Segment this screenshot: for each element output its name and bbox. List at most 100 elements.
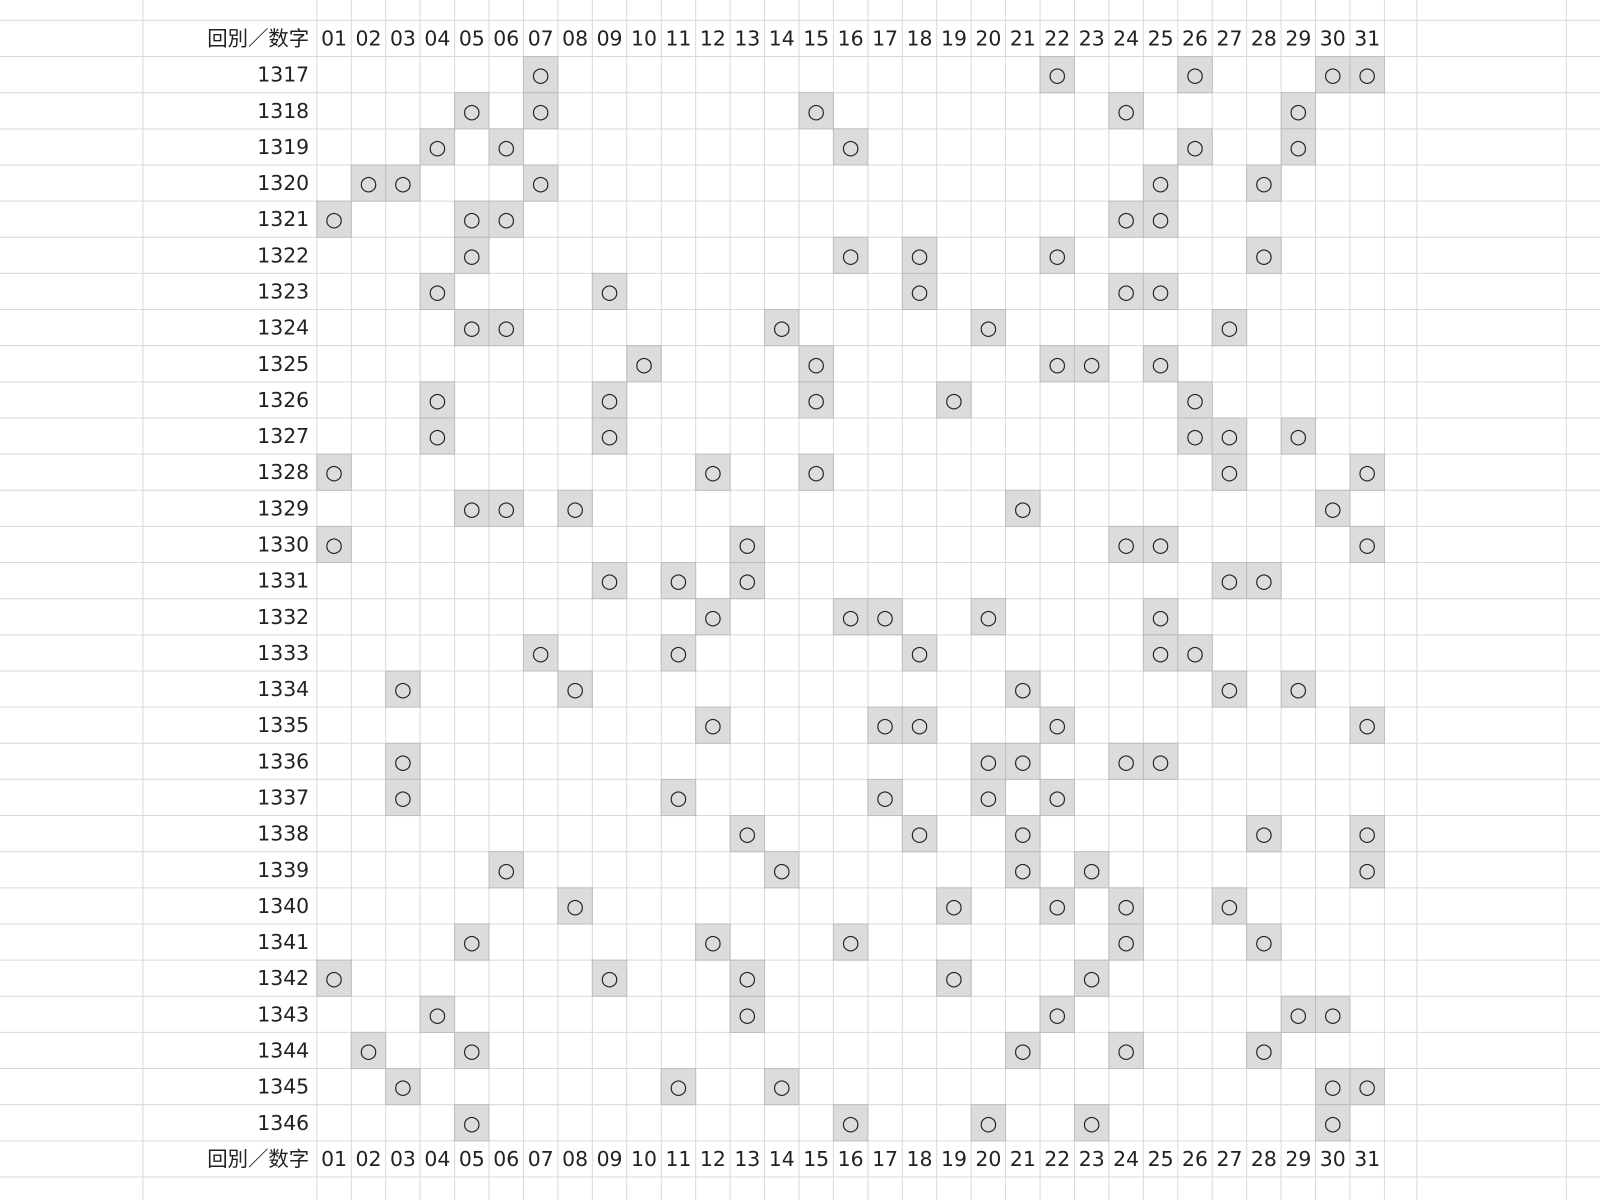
row-label: 1326 xyxy=(257,388,309,412)
marked-cell xyxy=(454,1031,490,1070)
row-label: 1346 xyxy=(257,1111,309,1135)
marked-cell xyxy=(316,200,352,238)
column-label: 16 xyxy=(838,1147,864,1171)
mark: ○ xyxy=(601,966,619,990)
row-label: 1329 xyxy=(257,496,309,520)
marked-cell xyxy=(591,959,628,997)
marked-cell xyxy=(970,309,1007,347)
marked-cell xyxy=(1177,56,1213,94)
table-row: 1327 ○ ○ ○ ○ ○ xyxy=(257,417,1317,455)
column-label: 06 xyxy=(493,26,519,50)
marked-cell xyxy=(660,778,697,817)
mark: ○ xyxy=(1048,894,1066,918)
marked-cell xyxy=(970,778,1007,817)
mark: ○ xyxy=(842,243,860,267)
row-label: 1328 xyxy=(257,460,309,484)
marked-cell xyxy=(316,525,352,564)
row-label: 1325 xyxy=(257,352,309,376)
mark: ○ xyxy=(601,424,619,448)
row-label: 1327 xyxy=(257,424,309,448)
mark: ○ xyxy=(1083,966,1101,990)
column-label: 30 xyxy=(1320,1147,1346,1171)
column-label: 14 xyxy=(769,26,795,50)
marked-cell xyxy=(1211,417,1248,455)
marked-cell xyxy=(454,1104,490,1142)
mark: ○ xyxy=(1221,460,1239,484)
mark: ○ xyxy=(532,99,550,123)
marked-cell xyxy=(419,417,456,455)
marked-cell xyxy=(454,923,490,961)
mark: ○ xyxy=(497,135,515,159)
mark: ○ xyxy=(325,532,343,556)
marked-cell xyxy=(764,851,800,889)
marked-cell xyxy=(832,128,869,166)
mark: ○ xyxy=(532,641,550,665)
column-label: 09 xyxy=(597,1147,623,1171)
mark: ○ xyxy=(566,894,584,918)
marked-cell xyxy=(1005,489,1041,527)
column-label: 17 xyxy=(872,26,898,50)
marked-cell xyxy=(832,598,869,636)
marked-cell xyxy=(1280,417,1317,455)
row-label: 1345 xyxy=(257,1075,309,1099)
mark: ○ xyxy=(1152,207,1170,231)
table-row: 1324 ○ ○ ○ ○ ○ xyxy=(257,309,1248,347)
column-label: 10 xyxy=(631,1147,657,1171)
marked-cell xyxy=(385,670,421,708)
mark: ○ xyxy=(1014,496,1032,520)
mark: ○ xyxy=(1221,316,1239,340)
marked-cell xyxy=(970,598,1007,636)
mark: ○ xyxy=(463,1038,481,1062)
marked-cell xyxy=(798,381,834,419)
mark: ○ xyxy=(497,207,515,231)
row-label: 1321 xyxy=(257,207,309,231)
mark: ○ xyxy=(463,99,481,123)
column-label: 15 xyxy=(803,26,829,50)
marked-cell xyxy=(419,381,456,419)
row-label: 1337 xyxy=(257,785,309,809)
marked-cell xyxy=(1315,489,1351,527)
marked-cell xyxy=(350,1031,387,1070)
mark: ○ xyxy=(1083,858,1101,882)
marked-cell xyxy=(350,164,387,202)
table-row: 1336 ○ ○ ○ ○ ○ xyxy=(257,742,1179,780)
mark: ○ xyxy=(1324,1111,1342,1135)
marked-cell xyxy=(1142,742,1179,780)
marked-cell xyxy=(1280,92,1317,130)
marked-cell xyxy=(316,959,352,997)
marked-cell xyxy=(419,995,456,1033)
marked-cell xyxy=(1005,1031,1041,1070)
marked-cell xyxy=(729,959,766,997)
marked-cell xyxy=(316,453,352,491)
mark: ○ xyxy=(704,460,722,484)
row-label: 1322 xyxy=(257,243,309,267)
marked-cell xyxy=(1349,56,1385,94)
mark: ○ xyxy=(601,569,619,593)
column-label: 28 xyxy=(1251,26,1277,50)
marked-cell xyxy=(1142,200,1179,238)
mark: ○ xyxy=(428,424,446,448)
marked-cell xyxy=(1039,995,1075,1033)
mark: ○ xyxy=(1117,749,1135,773)
mark: ○ xyxy=(1152,171,1170,195)
mark: ○ xyxy=(1014,822,1032,846)
mark: ○ xyxy=(1186,63,1204,87)
mark: ○ xyxy=(1186,641,1204,665)
table-row: 1338 ○ ○ ○ ○ ○ xyxy=(257,815,1385,853)
mark: ○ xyxy=(1117,99,1135,123)
column-label: 18 xyxy=(907,26,933,50)
column-label: 08 xyxy=(562,26,588,50)
marked-cell xyxy=(557,887,593,925)
marked-cell xyxy=(798,92,834,130)
mark: ○ xyxy=(738,569,756,593)
header-label: 回別／数字 xyxy=(207,26,309,50)
mark: ○ xyxy=(1186,424,1204,448)
header-row: 回別／数字 01 02 03 04 05 06 07 08 09 10 11 12 13 14 15 16 17 1… xyxy=(207,26,1380,50)
marked-cell xyxy=(626,345,662,383)
mark: ○ xyxy=(1221,569,1239,593)
mark: ○ xyxy=(1324,63,1342,87)
column-label: 30 xyxy=(1320,26,1346,50)
column-label: 29 xyxy=(1285,1147,1311,1171)
mark: ○ xyxy=(807,99,825,123)
